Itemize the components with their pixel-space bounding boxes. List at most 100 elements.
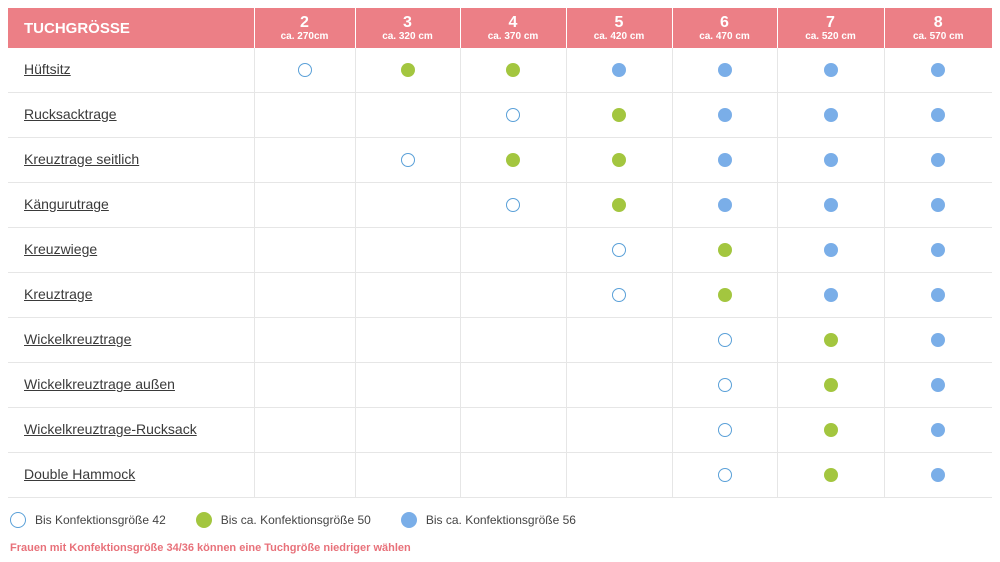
outline-circle-icon [612, 242, 626, 257]
blue-dot-icon [931, 107, 946, 122]
size-length: ca. 570 cm [912, 31, 964, 42]
size-cell-6 [672, 48, 778, 93]
blue-dot-icon [823, 197, 838, 212]
size-length: ca. 520 cm [805, 31, 856, 42]
header-row: TUCHGRÖSSE 2 ca. 270cm 3 ca. 320 cm 4 ca. 370… [8, 8, 992, 48]
blue-dot-icon [612, 62, 626, 77]
carry-link[interactable]: Wickelkreuztrage außen [24, 376, 175, 392]
size-cell-4 [460, 272, 567, 318]
blue-dot-icon [931, 377, 946, 392]
size-header-2: 2 ca. 270cm [254, 8, 356, 48]
carry-link[interactable]: Kreuztrage seitlich [24, 151, 140, 167]
size-cell-4 [460, 48, 567, 93]
carry-name-cell: Kreuztrage seitlich [8, 137, 255, 183]
carry-name-cell: Wickelkreuztrage [8, 317, 255, 363]
carry-link[interactable]: Kreuzwiege [24, 241, 98, 257]
carry-name-cell: Kreuztrage [8, 272, 255, 318]
blue-dot-icon [823, 107, 838, 122]
green-dot-icon [823, 377, 838, 392]
green-dot-icon [717, 242, 732, 257]
green-dot-icon [612, 197, 626, 212]
size-cell-2 [254, 182, 356, 228]
outline-circle-icon [612, 287, 626, 302]
size-cell-5 [566, 48, 673, 93]
blue-dot-icon [717, 107, 732, 122]
carry-link[interactable]: Double Hammock [24, 466, 136, 482]
size-cell-3 [355, 362, 461, 408]
size-length: ca. 470 cm [699, 31, 750, 42]
size-cell-7 [777, 137, 885, 183]
carry-link[interactable]: Kängurutrage [24, 196, 109, 212]
size-cell-7 [777, 227, 885, 273]
carry-name-cell: Rucksacktrage [8, 92, 255, 138]
size-cell-5 [566, 227, 673, 273]
size-cell-6 [672, 452, 778, 498]
size-header-7: 7 ca. 520 cm [777, 8, 885, 48]
size-cell-8 [884, 137, 992, 183]
blue-dot-icon [931, 467, 946, 482]
table-row: Kreuztrage [8, 272, 992, 318]
table-row: Kreuzwiege [8, 227, 992, 273]
size-header-6: 6 ca. 470 cm [672, 8, 778, 48]
size-number: 3 [403, 14, 412, 31]
table-row: Double Hammock [8, 452, 992, 498]
size-length: ca. 370 cm [487, 31, 539, 42]
carry-link[interactable]: Kreuztrage [24, 286, 93, 302]
size-cell-8 [884, 182, 992, 228]
size-cell-4 [460, 362, 567, 408]
blue-dot-icon [823, 287, 838, 302]
size-cell-3 [355, 92, 461, 138]
blue-dot-icon [931, 152, 946, 167]
size-cell-2 [254, 452, 356, 498]
size-cell-5 [566, 362, 673, 408]
size-cell-7 [777, 452, 885, 498]
size-cell-5 [566, 92, 673, 138]
size-cell-6 [672, 407, 778, 453]
size-cell-2 [254, 48, 356, 93]
size-number: 4 [508, 14, 518, 31]
size-cell-4 [460, 317, 567, 363]
blue-dot-icon [931, 197, 946, 212]
size-cell-3 [355, 48, 461, 93]
size-cell-3 [355, 182, 461, 228]
size-cell-7 [777, 48, 885, 93]
outline-circle-icon [717, 467, 732, 482]
carry-link[interactable]: Hüftsitz [24, 61, 71, 77]
size-cell-8 [884, 362, 992, 408]
outline-circle-icon [506, 197, 520, 212]
table-row: Rucksacktrage [8, 92, 992, 138]
green-dot-icon [612, 152, 626, 167]
blue-dot-icon [931, 242, 946, 257]
blue-dot-icon [717, 62, 732, 77]
carry-link[interactable]: Wickelkreuztrage [24, 331, 132, 347]
outline-circle-icon [506, 107, 520, 122]
size-cell-2 [254, 272, 356, 318]
size-number: 6 [720, 14, 729, 31]
size-cell-5 [566, 407, 673, 453]
green-dot-icon [195, 512, 212, 528]
size-cell-3 [355, 227, 461, 273]
blue-dot-icon [823, 242, 838, 257]
blue-dot-icon [400, 512, 417, 528]
carry-link[interactable]: Rucksacktrage [24, 106, 117, 122]
green-dot-icon [612, 107, 626, 122]
size-cell-7 [777, 407, 885, 453]
size-cell-7 [777, 362, 885, 408]
blue-dot-icon [717, 197, 732, 212]
size-cell-3 [355, 452, 461, 498]
size-cell-2 [254, 137, 356, 183]
carry-name-cell: Kreuzwiege [8, 227, 255, 273]
size-cell-5 [566, 317, 673, 363]
size-cell-8 [884, 317, 992, 363]
size-cell-4 [460, 407, 567, 453]
carry-link[interactable]: Wickelkreuztrage-Rucksack [24, 421, 197, 437]
size-cell-5 [566, 137, 673, 183]
table-row: Kängurutrage [8, 182, 992, 228]
size-cell-6 [672, 182, 778, 228]
blue-dot-icon [823, 152, 838, 167]
size-cell-8 [884, 272, 992, 318]
size-header-8: 8 ca. 570 cm [884, 8, 992, 48]
size-cell-6 [672, 362, 778, 408]
size-number: 7 [826, 14, 835, 31]
